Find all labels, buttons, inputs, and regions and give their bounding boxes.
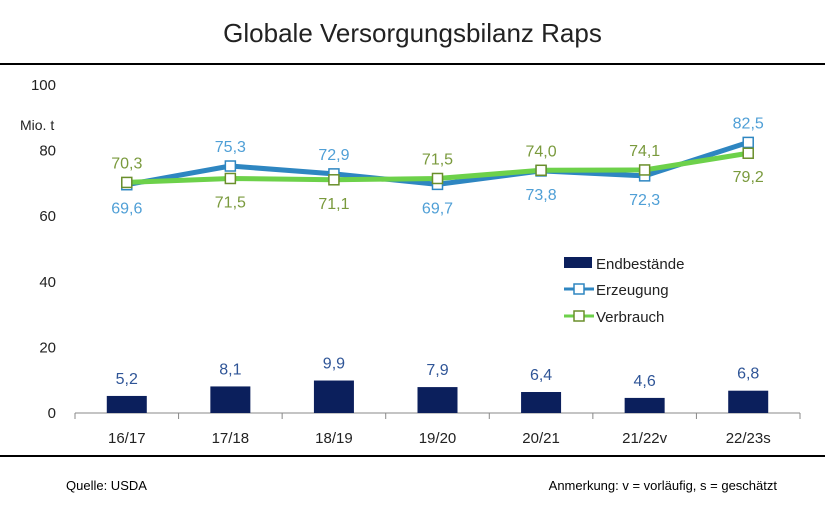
- marker-verbrauch: [535, 164, 547, 177]
- y-tick-label: 100: [31, 77, 56, 94]
- y-tick-label: 40: [39, 274, 56, 291]
- source-note: Quelle: USDA: [66, 478, 147, 493]
- erzeugung-data-label: 75,3: [215, 139, 246, 156]
- bar-endbestaende: [106, 395, 147, 413]
- bar-data-label: 8,1: [219, 361, 241, 378]
- y-unit-label: Mio. t: [20, 117, 54, 133]
- erzeugung-data-label: 73,8: [526, 187, 557, 204]
- bar-data-label: 7,9: [426, 362, 448, 379]
- marker-verbrauch: [638, 164, 651, 176]
- legend-label-verbrauch: Verbrauch: [596, 309, 664, 326]
- x-tick-label: 22/23s: [726, 430, 771, 447]
- marker-erzeugung: [742, 136, 754, 149]
- y-tick-label: 80: [39, 143, 56, 160]
- x-tick-label: 17/18: [212, 430, 250, 447]
- bar-data-label: 6,4: [530, 367, 552, 384]
- marker-verbrauch: [224, 172, 237, 185]
- chart-title: Globale Versorgungsbilanz Raps: [223, 18, 602, 48]
- y-tick-label: 0: [48, 405, 56, 422]
- legend-marker-verbrauch: [573, 310, 585, 322]
- verbrauch-data-label: 74,0: [526, 143, 557, 160]
- marker-verbrauch: [431, 172, 444, 185]
- legend-label-endbestaende: Endbestände: [596, 256, 684, 273]
- bar-endbestaende: [521, 392, 562, 413]
- bar-endbestaende: [313, 380, 354, 413]
- y-tick-label: 20: [39, 339, 56, 356]
- x-tick-label: 20/21: [522, 430, 560, 447]
- x-tick-label: 16/17: [108, 430, 146, 447]
- bar-endbestaende: [417, 387, 458, 413]
- bar-endbestaende: [728, 390, 769, 413]
- top-rule: [0, 63, 825, 65]
- erzeugung-data-label: 69,6: [111, 201, 142, 218]
- x-tick-label: 18/19: [315, 430, 353, 447]
- erzeugung-data-label: 72,3: [629, 192, 660, 209]
- verbrauch-data-label: 71,1: [318, 196, 349, 213]
- marker-verbrauch: [121, 176, 133, 189]
- marker-erzeugung: [224, 160, 237, 172]
- bar-data-label: 4,6: [634, 373, 656, 390]
- x-tick-label: 21/22v: [622, 430, 668, 447]
- erzeugung-data-label: 82,5: [733, 115, 764, 132]
- bottom-rule: [0, 455, 825, 457]
- bar-data-label: 9,9: [323, 356, 345, 373]
- legend-label-erzeugung: Erzeugung: [596, 282, 669, 299]
- footnote: Anmerkung: v = vorläufig, s = geschätzt: [548, 478, 777, 493]
- verbrauch-data-label: 79,2: [733, 169, 764, 186]
- legend-swatch-endbestaende: [564, 257, 592, 268]
- bar-endbestaende: [210, 386, 251, 413]
- bar-endbestaende: [624, 397, 665, 413]
- verbrauch-data-label: 74,1: [629, 143, 660, 160]
- x-tick-label: 19/20: [419, 430, 457, 447]
- erzeugung-data-label: 72,9: [318, 147, 349, 164]
- marker-verbrauch: [742, 147, 754, 159]
- verbrauch-data-label: 70,3: [111, 155, 142, 172]
- bar-data-label: 5,2: [116, 371, 138, 388]
- legend-marker-erzeugung: [573, 283, 585, 295]
- bar-data-label: 6,8: [737, 366, 759, 383]
- erzeugung-data-label: 69,7: [422, 200, 453, 217]
- verbrauch-data-label: 71,5: [215, 194, 246, 211]
- y-tick-label: 60: [39, 208, 56, 225]
- verbrauch-data-label: 71,5: [422, 151, 453, 168]
- marker-verbrauch: [328, 174, 340, 186]
